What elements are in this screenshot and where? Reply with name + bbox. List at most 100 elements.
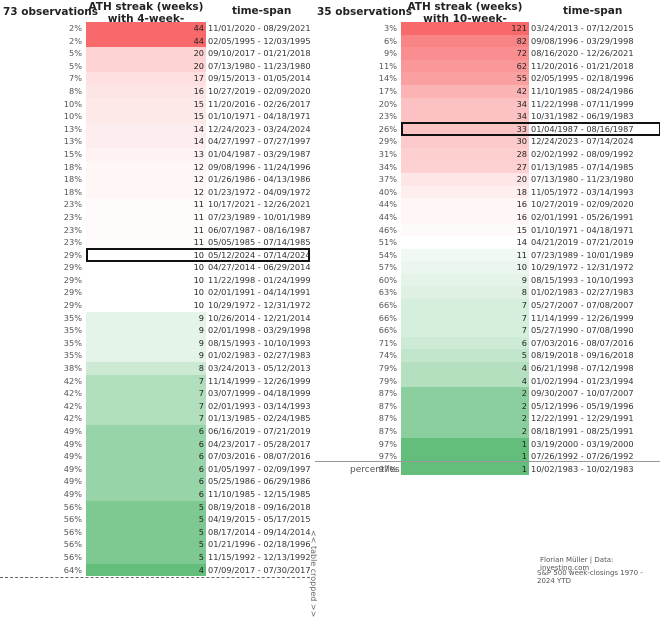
percentile-cell: 40% — [378, 186, 397, 197]
percentile-cell: 42% — [63, 388, 82, 399]
timespan-cell: 11/22/1998 - 01/24/1999 — [208, 274, 311, 285]
percentile-cell: 8% — [69, 85, 82, 96]
streak-value-cell: 6 — [401, 336, 529, 350]
timespan-cell: 07/23/1989 - 10/01/1989 — [531, 249, 634, 260]
percentile-cell: 64% — [63, 564, 82, 575]
percentile-cell: 29% — [63, 262, 82, 273]
timespan-cell: 03/07/1999 - 04/18/1999 — [208, 388, 311, 399]
timespan-cell: 06/07/1987 - 08/16/1987 — [208, 224, 311, 235]
percentile-cell: 23% — [63, 211, 82, 222]
streak-value-cell: 16 — [401, 210, 529, 224]
timespan-cell: 09/30/2007 - 10/07/2007 — [531, 388, 634, 399]
timespan-cell: 11/14/1999 - 12/26/1999 — [531, 312, 634, 323]
percentile-cell: 42% — [63, 413, 82, 424]
credit-dataset: S&P 500 week-closings 1970 - 2024 YTD — [537, 569, 643, 585]
timespan-cell: 04/23/2017 - 05/28/2017 — [208, 438, 311, 449]
percentile-cell: 42% — [63, 375, 82, 386]
percentile-cell: 35% — [63, 337, 82, 348]
timespan-cell: 01/26/1986 - 04/13/1986 — [208, 174, 311, 185]
streak-value-cell: 13 — [86, 147, 206, 161]
percentile-cell: 87% — [378, 413, 397, 424]
percentile-cell: 71% — [378, 337, 397, 348]
timespan-cell: 02/01/1993 - 03/14/1993 — [208, 400, 311, 411]
table-cropped-note: << table cropped >> — [309, 530, 318, 617]
percentile-cell: 23% — [63, 224, 82, 235]
streak-value-cell: 12 — [86, 173, 206, 186]
streak-value-cell: 11 — [86, 223, 206, 237]
percentile-cell: 7% — [69, 73, 82, 84]
percentile-cell: 79% — [378, 375, 397, 386]
percentiles-label: percentiles — [350, 465, 400, 475]
streak-value-cell: 6 — [86, 425, 206, 438]
timespan-cell: 05/27/2007 - 07/08/2007 — [531, 300, 634, 311]
percentile-cell: 2% — [69, 23, 82, 33]
timespan-cell: 02/05/1995 - 02/18/1996 — [531, 73, 634, 84]
streak-value-cell: 62 — [401, 59, 529, 73]
timespan-cell: 10/29/1972 - 12/31/1972 — [531, 262, 634, 273]
streak-value-cell: 72 — [401, 47, 529, 60]
streak-value-cell: 15 — [86, 110, 206, 123]
left-table: 73 observations ATH streak (weeks) with … — [0, 0, 311, 577]
streak-value-cell: 5 — [86, 513, 206, 526]
timespan-cell: 10/27/2019 - 02/09/2020 — [208, 85, 311, 96]
timespan-cell: 07/03/2016 - 08/07/2016 — [208, 451, 311, 462]
streak-value-cell: 15 — [401, 223, 529, 237]
percentile-cell: 20% — [378, 98, 397, 109]
percentile-cell: 35% — [63, 350, 82, 361]
percentile-cell: 29% — [378, 136, 397, 147]
percentile-cell: 3% — [384, 23, 397, 33]
percentile-cell: 17% — [378, 85, 397, 96]
streak-value-cell: 5 — [86, 500, 206, 514]
timespan-cell: 01/04/1987 - 08/16/1987 — [531, 123, 634, 134]
timespan-cell: 04/19/2015 - 05/17/2015 — [208, 514, 311, 525]
streak-value-cell: 12 — [86, 185, 206, 199]
timespan-cell: 04/21/2019 - 07/21/2019 — [531, 237, 634, 248]
percentile-cell: 97% — [378, 438, 397, 449]
timespan-cell: 09/15/2013 - 01/05/2014 — [208, 73, 311, 84]
percentile-cell: 56% — [63, 539, 82, 550]
right-timespan-header: time-span — [563, 5, 623, 17]
streak-value-cell: 10 — [86, 261, 206, 274]
timespan-cell: 10/27/2019 - 02/09/2020 — [531, 199, 634, 210]
timespan-cell: 08/15/1993 - 10/10/1993 — [531, 274, 634, 285]
percentile-cell: 66% — [378, 300, 397, 311]
percentile-cell: 49% — [63, 426, 82, 436]
timespan-cell: 11/10/1985 - 08/24/1986 — [531, 85, 634, 96]
credit-source: Florian Müller | Data: investing.com — [540, 556, 614, 572]
streak-value-cell: 20 — [86, 59, 206, 73]
percentile-cell: 13% — [63, 136, 82, 147]
streak-value-cell: 14 — [401, 236, 529, 249]
streak-value-cell: 8 — [86, 362, 206, 375]
timespan-cell: 01/13/1985 - 07/14/1985 — [531, 161, 634, 172]
streak-value-cell: 20 — [401, 173, 529, 186]
percentile-cell: 74% — [378, 350, 397, 361]
timespan-cell: 05/05/1985 - 07/14/1985 — [208, 237, 311, 248]
timespan-cell: 02/01/1998 - 03/29/1998 — [208, 325, 311, 336]
timespan-cell: 11/05/1972 - 03/14/1993 — [531, 186, 634, 197]
timespan-cell: 10/02/1983 - 10/02/1983 — [531, 463, 634, 474]
streak-value-cell: 1 — [401, 437, 529, 451]
percentile-cell: 37% — [378, 174, 397, 185]
timespan-cell: 03/24/2013 - 07/12/2015 — [531, 23, 634, 33]
streak-value-cell: 5 — [401, 349, 529, 363]
percentile-cell: 29% — [63, 274, 82, 285]
percentile-cell: 31% — [378, 148, 397, 159]
timespan-cell: 08/15/1993 - 10/10/1993 — [208, 337, 311, 348]
timespan-cell: 11/20/2016 - 01/21/2018 — [531, 60, 634, 71]
left-observations-label: 73 observations — [3, 6, 99, 18]
timespan-cell: 01/21/1996 - 02/18/1996 — [208, 539, 311, 550]
timespan-cell: 03/24/2013 - 05/12/2013 — [208, 363, 311, 374]
streak-value-cell: 44 — [86, 34, 206, 48]
timespan-cell: 09/10/2017 - 01/21/2018 — [208, 48, 311, 59]
percentile-cell: 44% — [378, 199, 397, 210]
percentile-cell: 26% — [378, 123, 397, 134]
percentile-cell: 18% — [63, 174, 82, 185]
timespan-cell: 10/29/1972 - 12/31/1972 — [208, 300, 311, 311]
percentile-cell: 66% — [378, 312, 397, 323]
percentile-cell: 63% — [378, 287, 397, 298]
timespan-cell: 11/10/1985 - 12/15/1985 — [208, 488, 311, 499]
percentile-cell: 87% — [378, 388, 397, 399]
streak-value-cell: 44 — [86, 22, 206, 35]
timespan-cell: 07/26/1992 - 07/26/1992 — [531, 451, 634, 462]
streak-value-cell: 16 — [86, 84, 206, 98]
